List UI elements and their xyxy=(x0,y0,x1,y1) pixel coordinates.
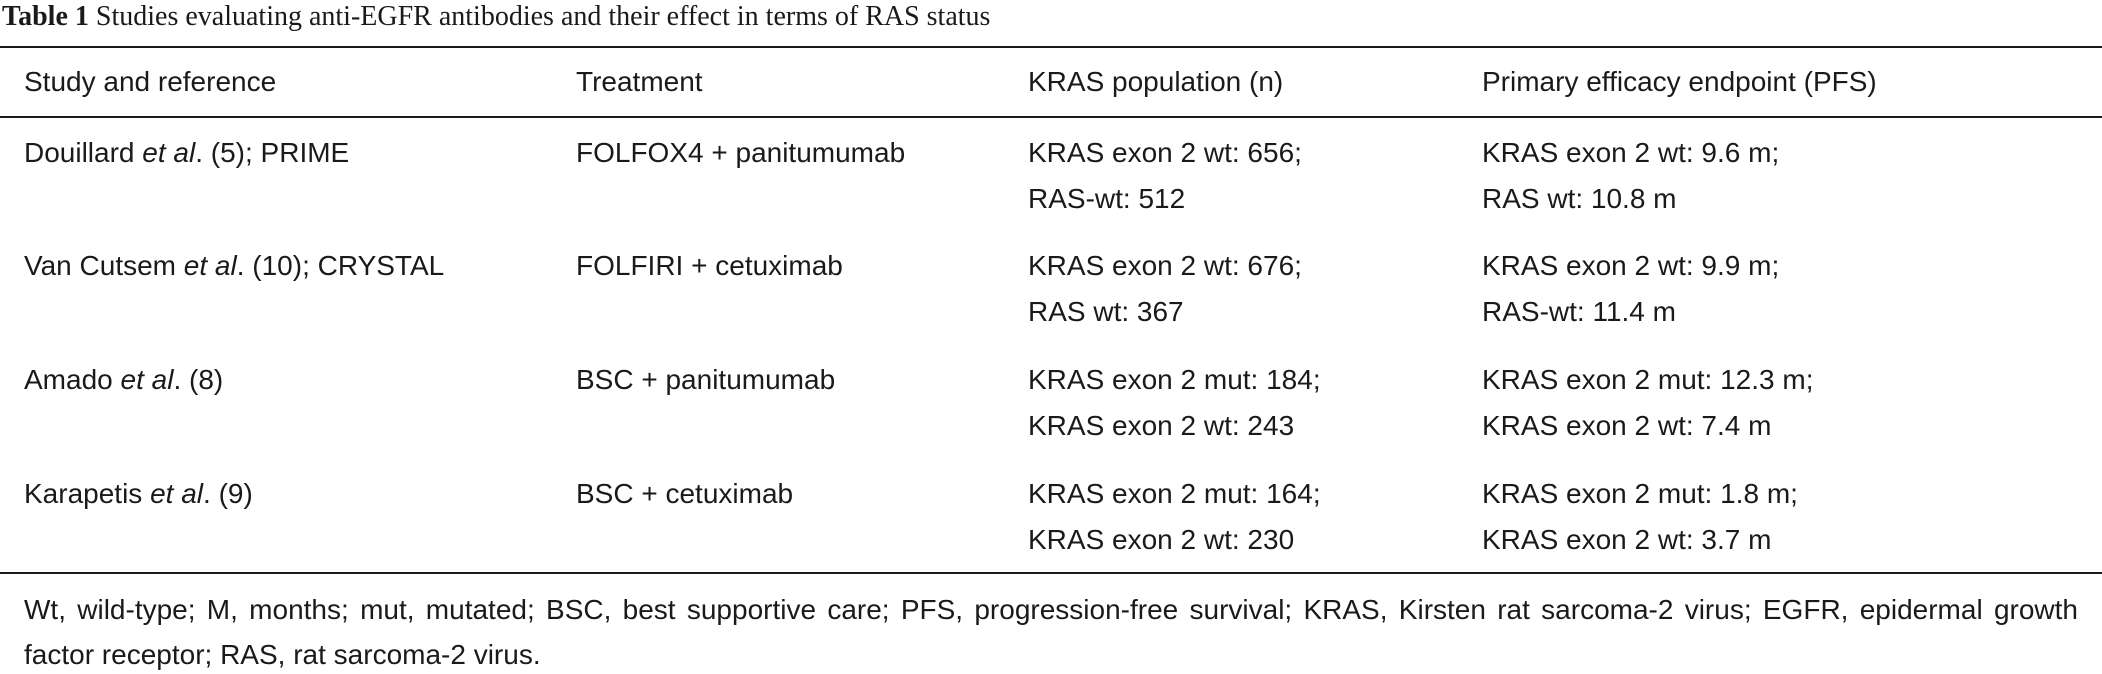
table-caption: Studies evaluating anti-EGFR antibodies … xyxy=(95,1,991,32)
header-cell: KRAS population (n) xyxy=(1028,66,1284,97)
header-cell: Treatment xyxy=(576,66,703,97)
treatment-cell: FOLFOX4 + panitumumab xyxy=(576,117,1028,231)
study-text: et al xyxy=(150,478,204,509)
treatment-cell: BSC + panitumumab xyxy=(576,345,1028,459)
population-line: RAS-wt: 512 xyxy=(1028,183,1186,214)
study-text: Van Cutsem xyxy=(24,250,184,281)
study-text: . (9) xyxy=(203,478,253,509)
endpoint-line: RAS-wt: 11.4 m xyxy=(1482,296,1676,327)
endpoint-cell: KRAS exon 2 wt: 9.6 m; RAS wt: 10.8 m xyxy=(1482,117,2102,231)
endpoint-line: KRAS exon 2 wt: 9.9 m; xyxy=(1482,250,1780,281)
table-row: Karapetis et al. (9) BSC + cetuximab KRAS … xyxy=(0,459,2102,573)
population-cell: KRAS exon 2 wt: 656; RAS-wt: 512 xyxy=(1028,117,1482,231)
population-cell: KRAS exon 2 wt: 676; RAS wt: 367 xyxy=(1028,231,1482,345)
study-text: et al xyxy=(183,250,237,281)
header-cell: Study and reference xyxy=(24,66,277,97)
endpoint-cell: KRAS exon 2 wt: 9.9 m; RAS-wt: 11.4 m xyxy=(1482,231,2102,345)
endpoint-line: RAS wt: 10.8 m xyxy=(1482,183,1677,214)
study-text: Amado xyxy=(24,364,121,395)
footnote: Wt, wild-type; M, months; mut, mutated; … xyxy=(24,594,2078,670)
table-row: Amado et al. (8) BSC + panitumumab KRAS ex… xyxy=(0,345,2102,459)
table-title: Table 1 Studies evaluating anti-EGFR ant… xyxy=(2,0,990,40)
population-cell: KRAS exon 2 mut: 164; KRAS exon 2 wt: 230 xyxy=(1028,459,1482,573)
endpoint-cell: KRAS exon 2 mut: 12.3 m; KRAS exon 2 wt: … xyxy=(1482,345,2102,459)
endpoint-line: KRAS exon 2 wt: 7.4 m xyxy=(1482,410,1772,441)
treatment-text: FOLFIRI + cetuximab xyxy=(576,250,843,281)
table-label: Table 1 xyxy=(2,1,89,32)
treatment-text: FOLFOX4 + panitumumab xyxy=(576,137,906,168)
study-text: . (5); PRIME xyxy=(195,137,350,168)
table: Study and reference Treatment KRAS populat… xyxy=(0,46,2102,574)
study-cell: Amado et al. (8) xyxy=(0,345,576,459)
study-cell: Douillard et al. (5); PRIME xyxy=(0,117,576,231)
study-cell: Karapetis et al. (9) xyxy=(0,459,576,573)
population-line: KRAS exon 2 wt: 656; xyxy=(1028,137,1302,168)
endpoint-line: KRAS exon 2 wt: 3.7 m xyxy=(1482,524,1772,555)
study-text: et al xyxy=(120,364,174,395)
treatment-cell: FOLFIRI + cetuximab xyxy=(576,231,1028,345)
endpoint-line: KRAS exon 2 mut: 1.8 m; xyxy=(1482,478,1798,509)
treatment-cell: BSC + cetuximab xyxy=(576,459,1028,573)
study-text: Karapetis xyxy=(24,478,151,509)
study-text: . (10); CRYSTAL xyxy=(236,250,445,281)
population-line: KRAS exon 2 mut: 164; xyxy=(1028,478,1321,509)
population-line: RAS wt: 367 xyxy=(1028,296,1184,327)
header-cell: Primary efficacy endpoint (PFS) xyxy=(1482,66,1877,97)
population-cell: KRAS exon 2 mut: 184; KRAS exon 2 wt: 243 xyxy=(1028,345,1482,459)
population-line: KRAS exon 2 wt: 676; xyxy=(1028,250,1302,281)
study-text: Douillard xyxy=(24,137,143,168)
study-text: et al xyxy=(142,137,196,168)
table-row: Van Cutsem et al. (10); CRYSTAL FOLFIRI +… xyxy=(0,231,2102,345)
population-line: KRAS exon 2 mut: 184; xyxy=(1028,364,1321,395)
endpoint-line: KRAS exon 2 wt: 9.6 m; xyxy=(1482,137,1780,168)
population-line: KRAS exon 2 wt: 230 xyxy=(1028,524,1295,555)
study-cell: Van Cutsem et al. (10); CRYSTAL xyxy=(0,231,576,345)
study-text: . (8) xyxy=(173,364,224,395)
treatment-text: BSC + cetuximab xyxy=(576,478,794,509)
endpoint-line: KRAS exon 2 mut: 12.3 m; xyxy=(1482,364,1814,395)
header-row: Study and reference Treatment KRAS populat… xyxy=(0,47,2102,117)
population-line: KRAS exon 2 wt: 243 xyxy=(1028,410,1295,441)
treatment-text: BSC + panitumumab xyxy=(576,364,836,395)
table-row: Douillard et al. (5); PRIME FOLFOX4 + pan… xyxy=(0,117,2102,231)
endpoint-cell: KRAS exon 2 mut: 1.8 m; KRAS exon 2 wt: 3… xyxy=(1482,459,2102,573)
